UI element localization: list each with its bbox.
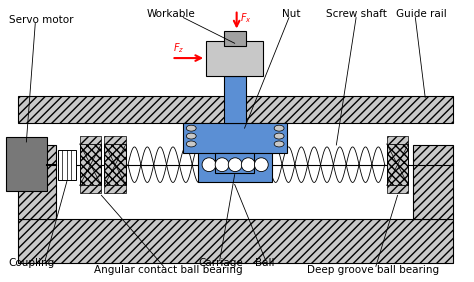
Text: Carriage: Carriage [198, 258, 243, 268]
Circle shape [202, 158, 216, 172]
Bar [18, 96, 453, 123]
Text: Deep groove ball bearing: Deep groove ball bearing [307, 265, 439, 275]
Bar [224, 76, 246, 123]
Text: Workable: Workable [147, 9, 196, 19]
Bar [206, 41, 263, 76]
Text: Nut: Nut [282, 9, 301, 19]
Text: $F_z$: $F_z$ [173, 41, 185, 55]
Bar [104, 136, 126, 144]
Bar [215, 153, 255, 173]
Bar [413, 145, 453, 219]
Circle shape [255, 158, 268, 172]
Bar [387, 144, 409, 186]
Bar [80, 186, 101, 193]
Ellipse shape [186, 133, 196, 139]
Bar [104, 186, 126, 193]
Bar [58, 150, 76, 180]
Bar [387, 136, 409, 144]
Circle shape [215, 158, 229, 172]
Text: $F_x$: $F_x$ [239, 12, 251, 25]
Bar [80, 136, 101, 144]
Ellipse shape [274, 141, 284, 147]
Text: Angular contact ball bearing: Angular contact ball bearing [94, 265, 243, 275]
Bar [80, 144, 101, 186]
Text: Guide rail: Guide rail [396, 9, 447, 19]
Bar [183, 123, 287, 153]
Text: Servo motor: Servo motor [9, 15, 73, 25]
Bar [18, 219, 453, 263]
Bar [18, 145, 56, 219]
Circle shape [228, 158, 242, 172]
Text: Ball: Ball [255, 258, 275, 268]
Ellipse shape [186, 141, 196, 147]
Text: Coupling: Coupling [9, 258, 55, 268]
Bar [6, 137, 47, 191]
Bar [104, 144, 126, 186]
Bar [387, 186, 409, 193]
Text: Screw shaft: Screw shaft [327, 9, 387, 19]
Ellipse shape [186, 125, 196, 131]
Bar [224, 31, 246, 46]
Bar [198, 148, 272, 182]
Ellipse shape [274, 125, 284, 131]
Circle shape [241, 158, 255, 172]
Ellipse shape [274, 133, 284, 139]
